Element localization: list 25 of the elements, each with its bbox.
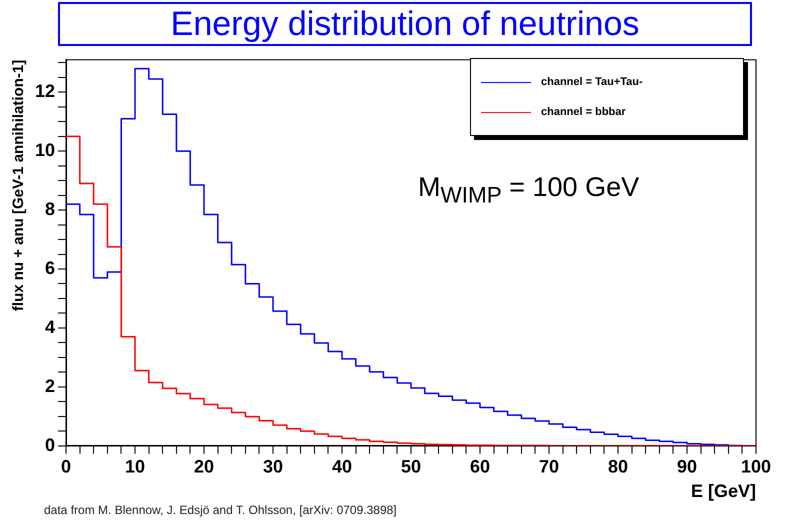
text: data from M. Blennow, J. Edsjö and T. Ohlsson, [arXiv: 0709.3898] — [44, 503, 397, 517]
x-tick-label: 40 — [332, 456, 352, 477]
y-tick-label: 6 — [45, 258, 56, 278]
x-tick-label: 90 — [676, 456, 698, 477]
y-tick-label: 2 — [45, 376, 56, 396]
y-tick-label: 12 — [34, 81, 56, 102]
legend-label: channel = bbbar — [541, 106, 626, 118]
x-axis-title: E [GeV] — [690, 481, 756, 502]
x-tick-label: 100 — [740, 456, 772, 477]
x-tick-label: 30 — [263, 456, 284, 477]
y-tick-label: 4 — [45, 316, 56, 337]
x-tick-label: 50 — [400, 456, 422, 477]
x-tick-label: 80 — [608, 456, 628, 477]
legend-label: channel = Tau+Tau- — [541, 76, 643, 88]
x-tick-label: 0 — [61, 456, 72, 477]
y-tick-label: 8 — [45, 199, 56, 220]
x-tick-label: 20 — [194, 456, 214, 477]
y-tick-label: 10 — [34, 140, 56, 160]
x-tick-label: 10 — [125, 456, 146, 477]
y-axis-title: flux nu + anu [GeV-1 annihilation-1] — [10, 60, 28, 312]
annotation: M$_{WIMP}$ = 100 GeV — [418, 172, 640, 208]
chart-title: Energy distribution of neutrinos — [58, 2, 752, 46]
x-tick-label: 70 — [538, 456, 560, 477]
x-tick-label: 60 — [470, 456, 490, 477]
y-tick-label: 0 — [45, 434, 56, 455]
